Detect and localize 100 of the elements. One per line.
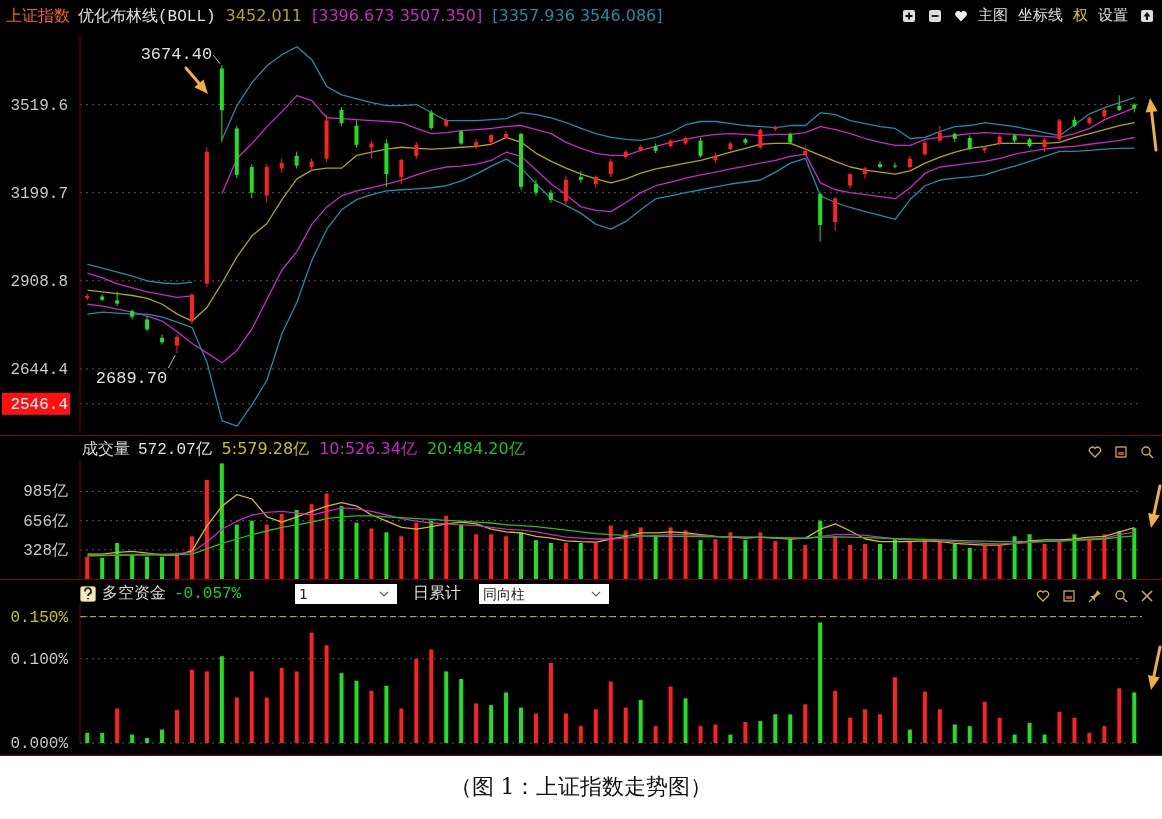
bar <box>668 686 673 743</box>
bar <box>818 520 823 579</box>
bar <box>1087 539 1092 579</box>
bar <box>369 528 374 579</box>
bar <box>997 717 1002 743</box>
bar <box>130 555 135 579</box>
candlestick <box>548 189 553 204</box>
candlestick <box>608 158 613 178</box>
bar <box>922 540 927 579</box>
candlestick <box>174 333 179 354</box>
candlestick <box>758 127 763 150</box>
bar <box>563 713 568 743</box>
bar <box>608 525 613 579</box>
bar <box>788 714 793 743</box>
y-tick-label: 328亿 <box>23 541 68 560</box>
chart-title: 多空资金 <box>102 583 166 602</box>
bar <box>952 724 957 743</box>
candlestick <box>833 196 838 232</box>
y-tick-label: 0.000% <box>10 735 69 753</box>
candlestick <box>878 160 882 169</box>
bar <box>474 534 479 579</box>
bar <box>219 656 224 743</box>
bar <box>1057 711 1062 743</box>
bar <box>504 692 509 743</box>
text: [3396.673 3507.350] <box>311 6 483 25</box>
bar <box>504 536 509 579</box>
bar <box>997 545 1002 579</box>
bar <box>608 681 613 743</box>
bar <box>294 510 299 579</box>
annotation: 3674.40 <box>140 44 213 64</box>
bar <box>578 726 583 743</box>
candlestick <box>429 109 434 131</box>
bar <box>459 678 464 743</box>
bar <box>384 532 389 579</box>
y-tick-label: 2546.4 <box>10 395 68 414</box>
bar <box>85 556 90 579</box>
chart-subtitle: -0.057% <box>174 585 242 603</box>
bar <box>833 536 838 579</box>
bar <box>204 479 209 579</box>
bar <box>429 520 434 579</box>
bar <box>115 708 120 743</box>
chart-subtitle: 572.07亿 <box>138 441 212 459</box>
bar <box>309 632 314 743</box>
candlestick <box>892 162 897 169</box>
y-tick-label: 656亿 <box>23 512 68 531</box>
bar <box>773 714 778 743</box>
bar <box>1042 734 1047 743</box>
y-tick-label: 985亿 <box>23 483 68 502</box>
line-series <box>86 493 1136 556</box>
bar <box>548 543 553 579</box>
chart-title: 成交量 <box>82 439 130 458</box>
candlestick <box>1057 118 1062 142</box>
bar <box>399 708 404 743</box>
bar <box>130 734 135 743</box>
bar <box>548 662 553 743</box>
bar <box>653 536 658 579</box>
y-tick-label: 0.150% <box>10 608 69 627</box>
bar <box>698 726 703 743</box>
bar <box>743 721 748 743</box>
bar <box>324 645 329 743</box>
bar <box>489 534 494 579</box>
bar <box>937 709 942 743</box>
bar <box>863 709 868 743</box>
line-series <box>86 147 1136 427</box>
bar <box>1087 732 1092 743</box>
bar <box>444 671 449 743</box>
bar <box>788 539 793 579</box>
bar <box>264 697 269 743</box>
bar <box>519 707 524 743</box>
y-tick-label: 3199.7 <box>10 184 68 203</box>
bar <box>922 691 927 743</box>
bar <box>100 732 105 743</box>
bar <box>160 556 165 579</box>
bar <box>1012 734 1017 743</box>
bar <box>982 545 987 579</box>
bar <box>758 721 763 743</box>
bar <box>563 543 568 579</box>
bar <box>249 520 254 579</box>
bar <box>773 541 778 579</box>
bar <box>1117 688 1122 743</box>
dropdown-field: 1 <box>295 583 397 604</box>
bar <box>519 532 524 579</box>
text: 3452.011 <box>225 6 302 25</box>
text: 日累计 <box>413 583 461 602</box>
bar <box>354 522 359 579</box>
bar <box>668 527 673 579</box>
bar <box>204 671 209 743</box>
bar <box>189 669 194 743</box>
bar <box>713 539 718 579</box>
bar <box>339 506 344 579</box>
bar <box>234 697 239 743</box>
bar <box>713 724 718 743</box>
bar <box>414 658 419 743</box>
bar <box>638 700 643 743</box>
candlestick <box>354 119 359 149</box>
bar <box>743 540 748 579</box>
bar <box>219 463 224 579</box>
candlestick <box>399 158 404 185</box>
bar <box>653 726 658 743</box>
bar <box>264 524 269 579</box>
